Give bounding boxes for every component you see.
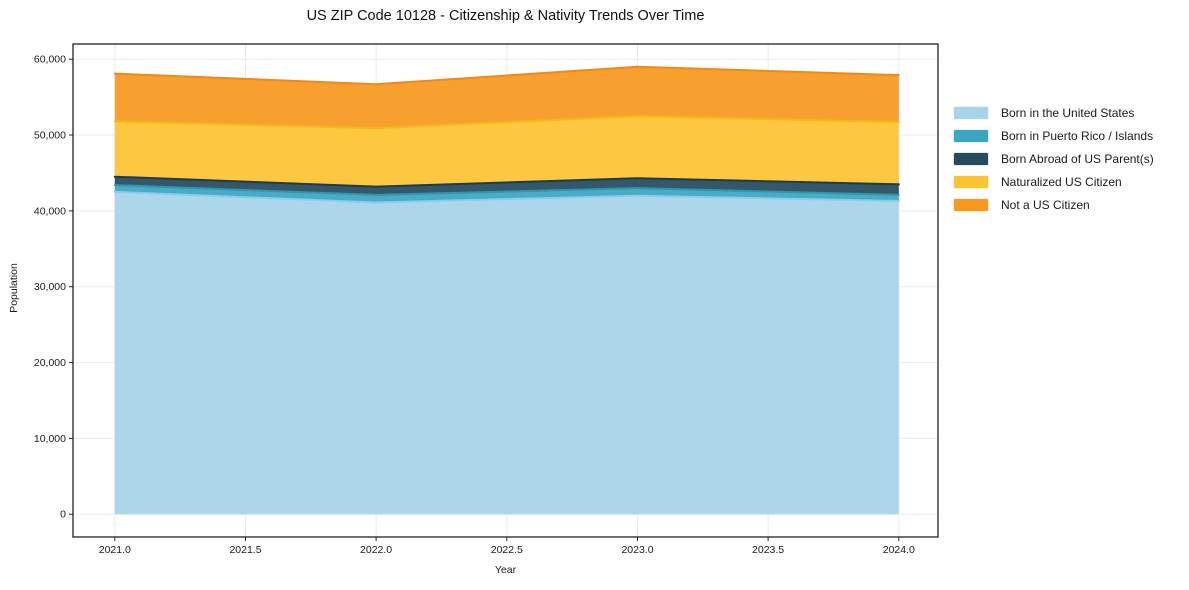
y-tick-label: 30,000: [34, 281, 66, 293]
y-axis-label: Population: [8, 263, 20, 313]
legend: Born in the United States Born in Puerto …: [953, 105, 1154, 212]
tick-marks: [69, 58, 900, 541]
legend-swatch: [953, 151, 989, 166]
area-naturalized-us-citizen: [114, 116, 899, 187]
area-born-in-the-united-states: [114, 191, 899, 515]
legend-label: Born Abroad of US Parent(s): [1001, 151, 1154, 166]
legend-item-born-abroad-of-us-parent-s: Born Abroad of US Parent(s): [953, 151, 1154, 166]
area-edge-naturalized-us-citizen: [113, 115, 900, 130]
legend-item-born-in-the-united-states: Born in the United States: [953, 105, 1154, 120]
y-tick-label: 20,000: [34, 357, 66, 369]
x-tick-label: 2024.0: [883, 544, 915, 556]
legend-swatch: [953, 174, 989, 189]
area-born-abroad-of-us-parent-s: [114, 176, 899, 195]
tick-labels: 2021.0 2021.5 2022.0 2022.5 2023.0 2023.5 2024…: [34, 54, 915, 556]
legend-swatch: [953, 128, 989, 143]
y-tick-label: 50,000: [34, 130, 66, 142]
x-tick-label: 2022.0: [360, 544, 392, 556]
y-tick-label: 0: [60, 509, 66, 521]
area-edge-not-a-us-citizen: [113, 65, 900, 86]
x-axis-label: Year: [494, 564, 517, 576]
x-tick-label: 2021.5: [229, 544, 261, 556]
x-tick-label: 2023.0: [621, 544, 653, 556]
chart-title: US ZIP Code 10128 - Citizenship & Nativi…: [306, 8, 705, 24]
area-edge-born-in-puerto-rico-islands: [113, 184, 900, 196]
y-tick-label: 40,000: [34, 205, 66, 217]
legend-swatch: [953, 197, 989, 212]
area-edge-born-in-the-united-states: [113, 190, 900, 204]
area-edge-born-abroad-of-us-parent-s: [113, 175, 900, 188]
legend-label: Born in Puerto Rico / Islands: [1001, 128, 1154, 143]
y-tick-label: 10,000: [34, 433, 66, 445]
plot-frame: [72, 43, 939, 538]
legend-label: Naturalized US Citizen: [1001, 174, 1122, 189]
legend-item-naturalized-us-citizen: Naturalized US Citizen: [953, 174, 1154, 189]
x-tick-label: 2023.5: [752, 544, 784, 556]
series-areas: [113, 65, 900, 515]
x-tick-label: 2021.0: [99, 544, 131, 556]
legend-label: Born in the United States: [1001, 105, 1135, 120]
y-tick-label: 60,000: [34, 54, 66, 66]
legend-label: Not a US Citizen: [1001, 197, 1090, 212]
area-born-in-puerto-rico-islands: [114, 185, 899, 203]
legend-item-not-a-us-citizen: Not a US Citizen: [953, 197, 1154, 212]
x-tick-label: 2022.5: [491, 544, 523, 556]
legend-swatch: [953, 105, 989, 120]
legend-item-born-in-puerto-rico-islands: Born in Puerto Rico / Islands: [953, 128, 1154, 143]
